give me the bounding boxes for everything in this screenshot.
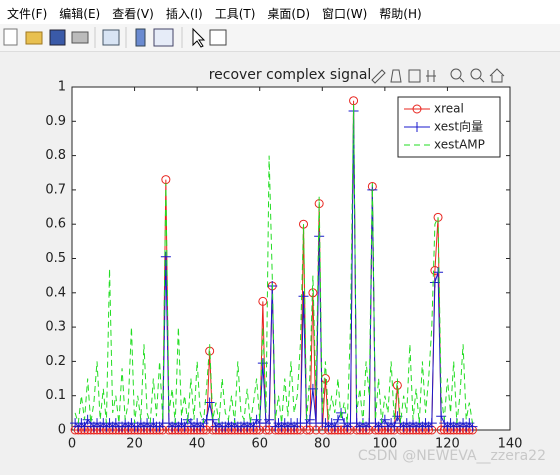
- x-tick-label: 100: [372, 437, 397, 452]
- point: [436, 425, 446, 435]
- menu-item[interactable]: 桌面(D): [267, 7, 311, 21]
- menu-item[interactable]: 窗口(W): [322, 7, 368, 21]
- y-tick-label: 0.7: [45, 182, 66, 197]
- point: [160, 251, 171, 262]
- point: [298, 291, 309, 302]
- point: [389, 421, 400, 432]
- point: [467, 421, 478, 432]
- x-tick-label: 20: [126, 437, 143, 452]
- point: [202, 425, 212, 435]
- x-tick-label: 140: [498, 437, 523, 452]
- axes-toolbar: [371, 68, 505, 84]
- point: [433, 267, 444, 278]
- menu-item[interactable]: 文件(F): [7, 7, 48, 21]
- y-tick-label: 1: [58, 80, 66, 95]
- y-tick-label: 0.1: [45, 388, 66, 403]
- menu-bar: 文件(F) 编辑(E) 查看(V) 插入(I) 工具(T) 桌面(D) 窗口(W) 帮助(H): [0, 0, 560, 24]
- y-tick-label: 0.2: [45, 354, 66, 369]
- x-tick-label: 80: [314, 437, 331, 452]
- legend-marker: [412, 122, 422, 132]
- legend: xreal xest向量 xestAMP: [397, 96, 501, 158]
- point: [314, 231, 325, 242]
- legend-label: xestAMP: [434, 138, 485, 152]
- toolbar-icons: [3, 27, 227, 48]
- point: [329, 421, 340, 432]
- y-tick-label: 0: [58, 423, 66, 438]
- menu-item[interactable]: 帮助(H): [379, 7, 422, 21]
- point: [248, 421, 259, 432]
- watermark: CSDN @NEWEVA__zzera22: [358, 448, 546, 464]
- point: [332, 414, 343, 425]
- point: [336, 425, 346, 435]
- series: [70, 96, 477, 435]
- y-tick-label: 0.4: [45, 285, 66, 300]
- point: [179, 421, 190, 432]
- menu-item[interactable]: 工具(T): [214, 7, 256, 21]
- menu-item[interactable]: 插入(I): [165, 7, 203, 21]
- point: [426, 418, 437, 429]
- legend-box: [397, 96, 501, 158]
- chart-title: recover complex signal: [209, 67, 372, 83]
- y-tick-label: 0.6: [45, 217, 66, 232]
- y-tick-label: 0.9: [45, 114, 66, 129]
- toolbar: [0, 24, 560, 52]
- y-tick-label: 0.5: [45, 251, 66, 266]
- point: [264, 425, 274, 435]
- x-tick-label: 60: [251, 437, 268, 452]
- legend-label: xest向量: [434, 119, 483, 134]
- point: [380, 425, 390, 435]
- point: [79, 421, 90, 432]
- x-tick-label: 120: [435, 437, 460, 452]
- point: [305, 425, 315, 435]
- point: [333, 425, 343, 435]
- line: [74, 104, 473, 424]
- menu-item[interactable]: 查看(V): [112, 7, 154, 21]
- x-tick-label: 40: [189, 437, 206, 452]
- x-tick-label: 0: [68, 437, 76, 452]
- menu-item[interactable]: 编辑(E): [59, 7, 101, 21]
- legend-marker: [412, 104, 422, 114]
- point: [429, 277, 440, 288]
- point: [436, 411, 447, 422]
- point: [204, 397, 215, 408]
- point: [183, 425, 193, 435]
- y-tick-label: 0.3: [45, 320, 66, 335]
- point: [264, 414, 275, 425]
- point: [252, 425, 262, 435]
- point: [83, 425, 93, 435]
- legend-label: xreal: [434, 102, 464, 116]
- point: [208, 425, 218, 435]
- series: [74, 104, 473, 424]
- y-tick-label: 0.8: [45, 148, 66, 163]
